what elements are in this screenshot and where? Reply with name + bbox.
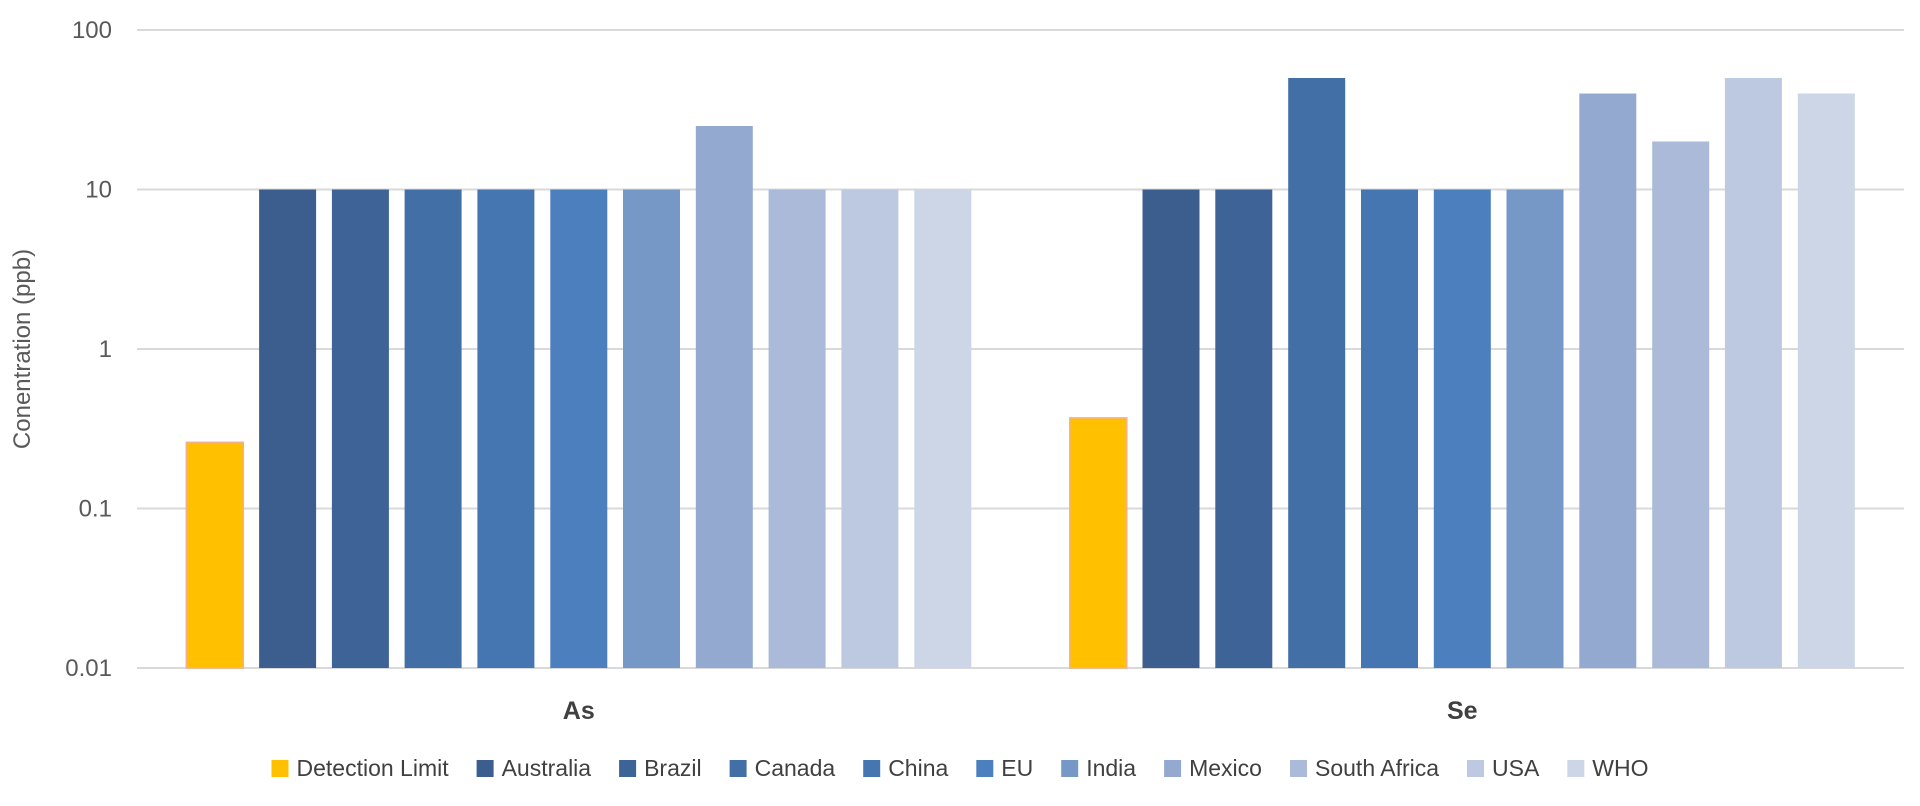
legend-label: USA — [1492, 755, 1540, 781]
legend-label: Australia — [502, 755, 592, 781]
legend-swatch — [1567, 760, 1585, 777]
legend-swatch — [976, 760, 994, 777]
y-tick-label: 0.01 — [65, 655, 112, 682]
legend-label: Mexico — [1189, 755, 1262, 781]
legend-swatch — [1164, 760, 1182, 777]
bar-as-south-africa — [768, 189, 826, 668]
legend-item: South Africa — [1290, 755, 1439, 781]
bar-as-detection-limit — [185, 441, 245, 669]
y-tick-label: 1 — [99, 336, 112, 363]
bar-se-eu — [1433, 189, 1491, 668]
bar-se-india — [1506, 189, 1564, 668]
x-axis-categories: As Se — [563, 697, 1478, 725]
bar-as-brazil — [331, 189, 389, 668]
legend-swatch — [729, 760, 747, 777]
legend-item: Detection Limit — [271, 755, 450, 781]
legend-item: WHO — [1567, 755, 1649, 781]
bar-as-mexico — [695, 126, 753, 668]
bar-se-china — [1361, 189, 1418, 668]
y-tick-label: 10 — [85, 177, 112, 204]
legend-item: USA — [1467, 755, 1540, 781]
legend: Detection Limit Australia Brazil Canada Chin… — [271, 755, 1649, 781]
y-tick-label: 100 — [72, 17, 112, 44]
y-axis-ticks: 0.01 0.1 1 10 100 — [65, 17, 112, 682]
y-tick-label: 0.1 — [79, 496, 112, 523]
bar-se-mexico — [1579, 93, 1637, 668]
legend-label: South Africa — [1315, 755, 1439, 781]
legend-swatch — [271, 760, 289, 777]
legend-label: EU — [1001, 755, 1033, 781]
legend-item: China — [863, 755, 949, 781]
x-category-label: Se — [1447, 697, 1478, 725]
bar-se-usa — [1724, 78, 1782, 668]
legend-item: Mexico — [1164, 755, 1262, 781]
bars — [185, 78, 1855, 669]
bar-se-who — [1797, 93, 1855, 668]
legend-swatch — [1061, 760, 1079, 777]
bar-as-usa — [841, 189, 899, 668]
bar-se-australia — [1142, 189, 1200, 668]
bar-as-china — [477, 189, 535, 668]
bar-se-detection-limit — [1069, 417, 1128, 669]
legend-item: Australia — [476, 755, 592, 781]
legend-item: EU — [976, 755, 1033, 781]
bar-as-canada — [404, 189, 462, 668]
legend-label: China — [888, 755, 948, 781]
bar-as-india — [623, 189, 680, 668]
bar-as-australia — [259, 189, 317, 668]
bar-se-south-africa — [1652, 141, 1710, 668]
bar-as-who — [914, 189, 972, 668]
legend-item: Brazil — [619, 755, 702, 781]
y-axis-title: Conentration (ppb) — [9, 249, 36, 449]
bar-se-canada — [1288, 78, 1346, 668]
legend-label: Detection Limit — [297, 755, 450, 781]
legend-item: India — [1061, 755, 1136, 781]
legend-label: Canada — [755, 755, 836, 781]
legend-label: WHO — [1592, 755, 1648, 781]
legend-swatch — [1290, 760, 1307, 777]
bar-se-brazil — [1215, 189, 1273, 668]
x-category-label: As — [563, 697, 595, 725]
legend-swatch — [1467, 760, 1484, 777]
bar-as-eu — [550, 189, 608, 668]
legend-item: Canada — [729, 755, 836, 781]
legend-label: India — [1086, 755, 1136, 781]
legend-swatch — [863, 760, 881, 777]
legend-swatch — [476, 760, 494, 777]
legend-label: Brazil — [644, 755, 702, 781]
gridlines — [137, 29, 1904, 669]
legend-swatch — [619, 760, 637, 777]
